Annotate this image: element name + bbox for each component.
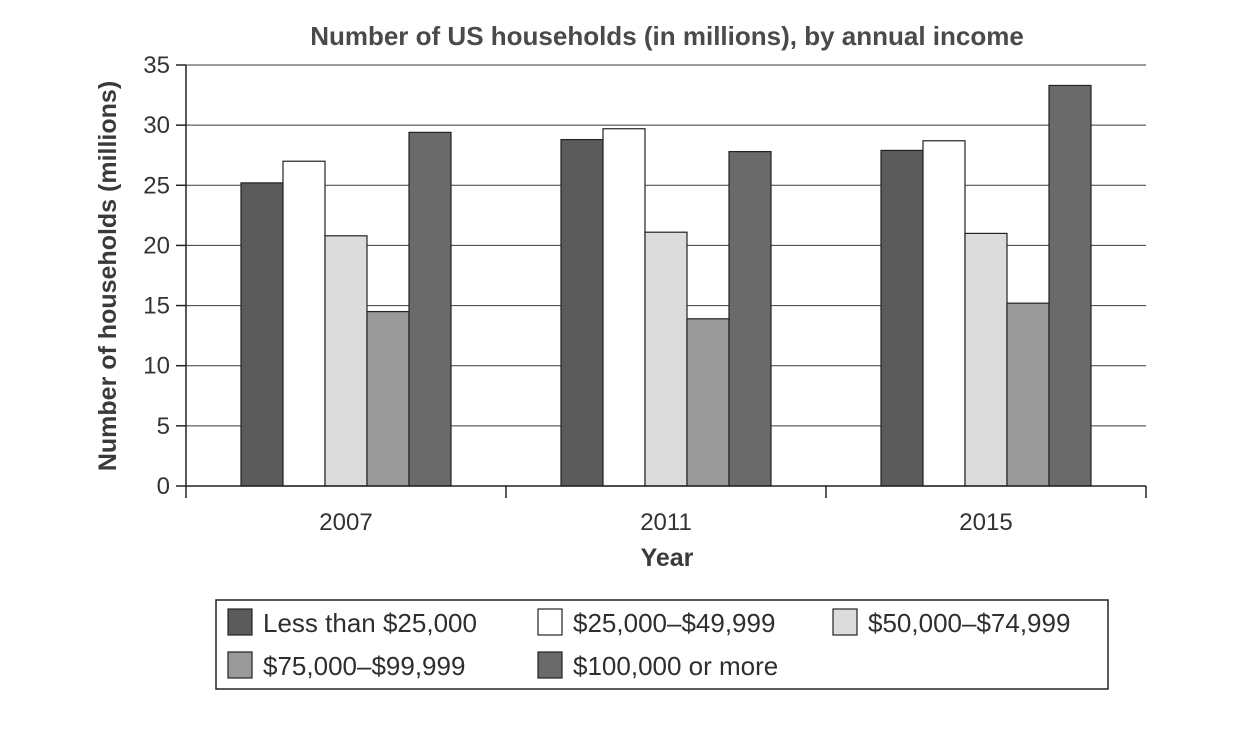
bar <box>324 235 368 487</box>
bars <box>240 84 1092 487</box>
legend-label: Less than $25,000 <box>263 608 477 638</box>
bar <box>1006 302 1050 487</box>
legend-swatch <box>227 651 253 679</box>
x-tick-labels: 2007 2011 2015 <box>319 509 1012 536</box>
y-tick-labels: 0 5 10 15 20 25 30 35 <box>143 52 170 500</box>
bar <box>240 182 284 487</box>
x-tick-label: 2015 <box>959 509 1012 536</box>
chart-title: Number of US households (in millions), b… <box>310 21 1024 51</box>
bar <box>686 318 730 487</box>
bar <box>880 149 924 487</box>
legend-label: $100,000 or more <box>573 651 778 681</box>
legend-label: $75,000–$99,999 <box>263 651 465 681</box>
bar <box>1048 84 1092 487</box>
y-tick-label: 15 <box>143 293 170 320</box>
bar <box>560 138 604 487</box>
legend: Less than $25,000 $25,000–$49,999 $50,000–… <box>215 599 1109 690</box>
bar <box>602 128 646 487</box>
legend-label: $25,000–$49,999 <box>573 608 775 638</box>
bar <box>964 232 1008 487</box>
y-tick-label: 35 <box>143 52 170 79</box>
bar <box>644 231 688 487</box>
legend-swatch <box>537 608 563 636</box>
legend-frame <box>215 599 1109 690</box>
y-tick-label: 25 <box>143 172 170 199</box>
legend-label: $50,000–$74,999 <box>868 608 1070 638</box>
bar <box>366 310 410 487</box>
x-tick-label: 2007 <box>319 509 372 536</box>
legend-swatch <box>227 608 253 636</box>
legend-items: Less than $25,000 $25,000–$49,999 $50,000–… <box>227 608 1070 681</box>
y-tick-label: 0 <box>157 473 170 500</box>
y-tick-label: 5 <box>157 413 170 440</box>
bar <box>408 131 452 487</box>
y-axis-title: Number of households (millions) <box>94 81 122 471</box>
y-tick-label: 20 <box>143 232 170 259</box>
legend-swatch <box>832 608 858 636</box>
x-tick-label: 2011 <box>640 509 692 536</box>
bar <box>922 140 966 487</box>
y-tick-label: 30 <box>143 112 170 139</box>
bar <box>728 151 772 487</box>
y-tick-label: 10 <box>143 353 170 380</box>
x-axis-title: Year <box>641 544 694 572</box>
legend-swatch <box>537 651 563 679</box>
bar <box>282 160 326 487</box>
axes <box>176 64 1147 498</box>
